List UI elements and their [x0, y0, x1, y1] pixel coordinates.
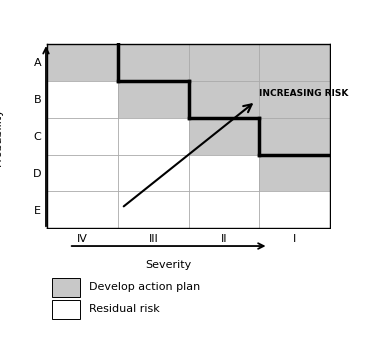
Bar: [259, 154, 330, 192]
Text: INCREASING RISK: INCREASING RISK: [259, 89, 348, 98]
Bar: [259, 192, 330, 228]
Bar: [259, 81, 330, 118]
Text: Probability: Probability: [0, 107, 3, 166]
Bar: [189, 81, 259, 118]
Bar: [189, 44, 259, 81]
Text: Develop action plan: Develop action plan: [89, 283, 200, 292]
Bar: [52, 278, 80, 297]
Text: Severity: Severity: [145, 260, 192, 270]
Bar: [118, 192, 189, 228]
Bar: [118, 81, 189, 118]
Bar: [259, 44, 330, 81]
Bar: [189, 154, 259, 192]
Bar: [52, 300, 80, 319]
Bar: [47, 118, 118, 154]
Bar: [118, 118, 189, 154]
Bar: [47, 44, 118, 81]
Bar: [118, 154, 189, 192]
Bar: [189, 192, 259, 228]
Bar: [47, 154, 118, 192]
Bar: [118, 44, 189, 81]
Text: Residual risk: Residual risk: [89, 305, 160, 314]
Bar: [189, 118, 259, 154]
Bar: [259, 118, 330, 154]
Bar: [47, 81, 118, 118]
Bar: [47, 192, 118, 228]
